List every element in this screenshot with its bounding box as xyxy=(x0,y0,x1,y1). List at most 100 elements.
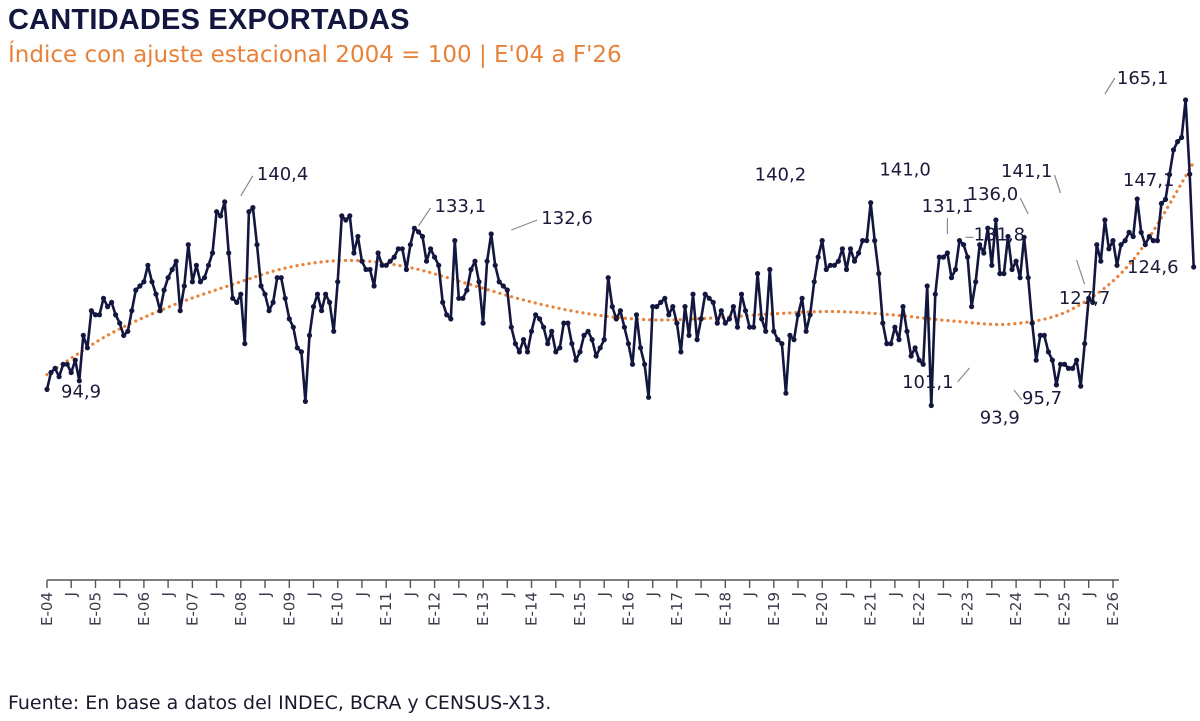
data-point xyxy=(185,242,191,248)
data-point xyxy=(613,316,619,322)
x-tick-label: J xyxy=(983,592,1001,597)
data-point xyxy=(702,291,708,297)
data-point xyxy=(1082,341,1088,347)
annotation-leader xyxy=(1053,174,1062,194)
data-point xyxy=(565,320,571,326)
annotation-label: 147,1 xyxy=(1123,170,1175,191)
data-point xyxy=(399,246,405,252)
data-point xyxy=(169,266,175,273)
data-point xyxy=(137,283,143,289)
data-point xyxy=(246,209,252,215)
data-point xyxy=(629,361,636,367)
data-point xyxy=(298,349,304,355)
data-point xyxy=(771,328,777,334)
data-point xyxy=(763,328,769,334)
data-point xyxy=(730,304,737,310)
data-point xyxy=(952,266,959,273)
data-point xyxy=(537,316,543,322)
data-point xyxy=(214,209,220,215)
data-point xyxy=(109,299,115,305)
data-point xyxy=(1183,97,1189,103)
data-point xyxy=(997,271,1003,277)
data-point xyxy=(936,254,942,260)
data-point xyxy=(274,275,280,281)
annotation-label: 124,6 xyxy=(1127,257,1179,278)
data-point xyxy=(1162,196,1169,202)
data-point xyxy=(553,349,559,355)
data-point xyxy=(896,337,902,343)
data-point xyxy=(52,365,58,371)
x-tick-label: E-16 xyxy=(619,592,637,626)
data-point xyxy=(1033,357,1039,363)
data-point xyxy=(238,291,244,297)
data-point xyxy=(569,341,575,347)
data-point xyxy=(1070,365,1076,371)
annotation-label: 140,2 xyxy=(755,165,807,186)
data-point xyxy=(1118,242,1124,248)
data-point xyxy=(121,332,127,338)
data-point xyxy=(100,295,107,301)
data-point xyxy=(585,328,591,334)
data-point xyxy=(480,320,486,326)
annotation-label: 165,1 xyxy=(1117,68,1169,89)
data-point xyxy=(1049,357,1055,363)
data-point xyxy=(633,312,640,318)
x-tick-label: J xyxy=(450,592,468,597)
data-point xyxy=(864,238,870,244)
data-point xyxy=(775,337,781,343)
chart-title: CANTIDADES EXPORTADAS xyxy=(8,4,410,36)
data-point xyxy=(755,271,761,277)
data-point xyxy=(742,308,749,314)
data-point xyxy=(68,369,74,376)
annotation-leader xyxy=(418,207,431,227)
data-point xyxy=(601,337,607,343)
x-tick-label: J xyxy=(741,592,759,597)
x-tick-label: E-15 xyxy=(571,592,589,626)
data-point xyxy=(718,308,724,314)
annotation-label: 131,1 xyxy=(922,196,974,217)
data-point xyxy=(64,361,70,367)
x-tick-label: E-14 xyxy=(523,592,541,626)
data-point xyxy=(258,283,264,289)
x-tick-label: E-12 xyxy=(426,592,444,626)
data-point xyxy=(1158,200,1164,207)
data-point xyxy=(831,262,838,268)
x-tick-label: J xyxy=(111,592,129,597)
data-point xyxy=(419,233,426,240)
data-point xyxy=(76,378,82,384)
data-point xyxy=(799,295,805,301)
series-layer xyxy=(44,97,1197,409)
data-point xyxy=(706,295,712,301)
data-point xyxy=(880,320,886,326)
data-point xyxy=(173,258,179,264)
data-point xyxy=(815,254,821,260)
data-point xyxy=(658,299,664,305)
data-point xyxy=(391,254,397,260)
trend-line xyxy=(45,160,1196,377)
x-tick-label: J xyxy=(1031,592,1049,597)
x-tick-label: E-19 xyxy=(765,592,783,626)
data-point xyxy=(1001,271,1007,277)
data-point xyxy=(985,225,991,231)
chart-subtitle: Índice con ajuste estacional 2004 = 100 … xyxy=(8,42,622,68)
x-tick-label: E-10 xyxy=(329,592,347,626)
data-point xyxy=(650,304,656,310)
x-tick-label: J xyxy=(1080,592,1098,597)
x-axis: E-04 J E-05 J E-06 J E-07 J E-08 J E-09 J E-10 J E-11 J… xyxy=(38,579,1122,626)
annotation-label: 101,1 xyxy=(902,372,954,393)
x-tick-label: E-13 xyxy=(474,592,492,626)
data-point xyxy=(500,283,506,289)
data-point xyxy=(339,213,345,219)
x-tick-label: E-25 xyxy=(1056,592,1074,626)
annotation-label: 93,9 xyxy=(980,408,1020,429)
data-point xyxy=(1017,275,1023,281)
data-point xyxy=(948,275,955,281)
data-point xyxy=(411,225,417,231)
data-point xyxy=(92,312,99,318)
data-point xyxy=(306,332,313,338)
data-point xyxy=(254,242,260,248)
data-point xyxy=(363,266,369,273)
x-tick-label: E-04 xyxy=(38,592,56,626)
x-tick-label: E-08 xyxy=(232,592,250,626)
data-point xyxy=(327,299,333,305)
